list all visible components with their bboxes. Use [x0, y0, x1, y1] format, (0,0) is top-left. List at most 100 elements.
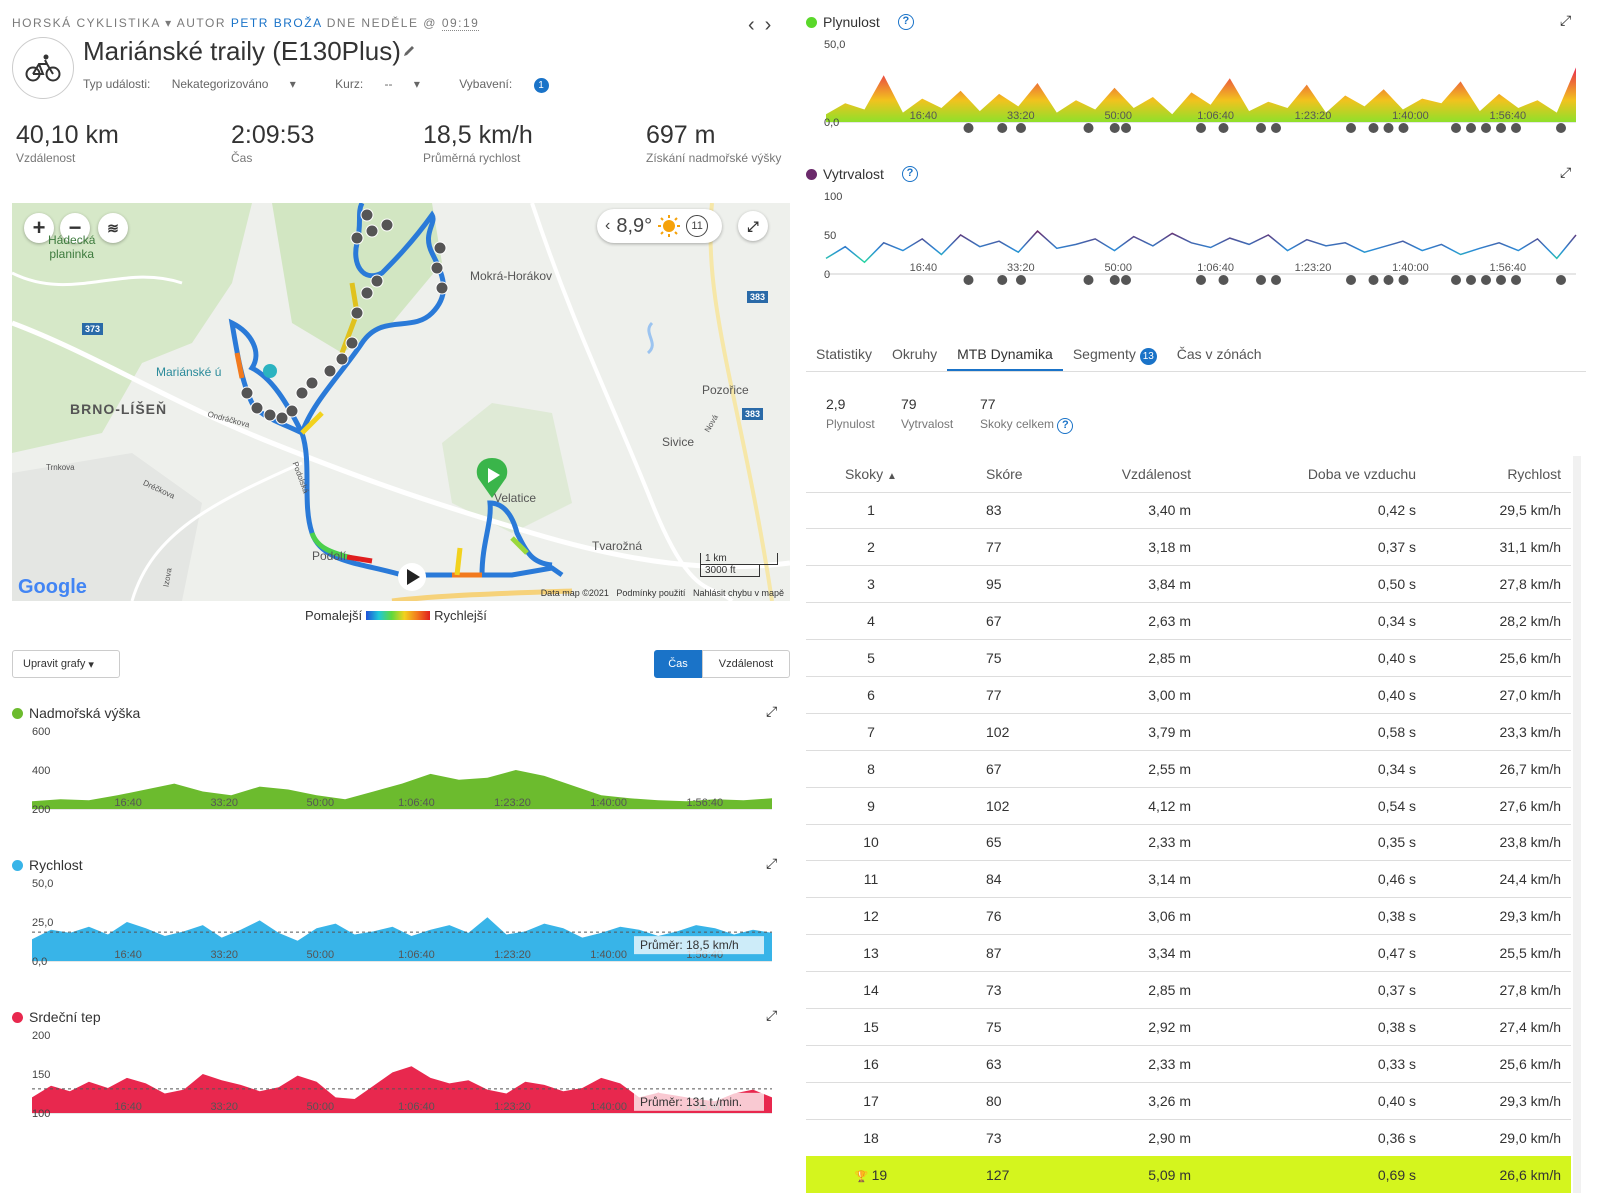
jump-marker[interactable] — [1121, 123, 1131, 133]
weather-widget[interactable]: ‹ 8,9° 11 — [597, 209, 722, 243]
tab-laps[interactable]: Okruhy — [882, 338, 947, 371]
flow-chart[interactable]: 50,0 0,0 16:40 33:20 50:00 1:06:40 1:23:20 1:40… — [806, 38, 1586, 138]
jump-marker[interactable] — [1368, 123, 1379, 133]
table-row[interactable]: 🏆 19 127 5,09 m 0,69 s 26,6 km/h — [806, 1155, 1571, 1193]
jump-marker[interactable] — [1016, 275, 1026, 285]
jump-marker[interactable] — [1451, 123, 1461, 133]
speed-chart[interactable]: 50,0 25,0 0,0 16:40 33:20 50:00 1:06:40 1:23:20… — [12, 877, 782, 977]
jump-marker[interactable] — [1556, 123, 1566, 133]
jump-marker[interactable] — [1398, 275, 1409, 285]
jump-marker[interactable] — [1256, 275, 1266, 285]
jump-marker[interactable] — [1083, 275, 1094, 285]
terms-link[interactable]: Podmínky použití — [616, 588, 686, 598]
jump-marker[interactable] — [1383, 123, 1394, 133]
table-row[interactable]: 6 77 3,00 m 0,40 s 27,0 km/h — [806, 675, 1571, 714]
tab-time-in-zones[interactable]: Čas v zónách — [1167, 338, 1272, 371]
table-row[interactable]: 10 65 2,33 m 0,35 s 23,8 km/h — [806, 823, 1571, 861]
expand-icon[interactable]: ⤢ — [766, 855, 778, 871]
column-header-hang-time[interactable]: Doba ve vzduchu — [1307, 465, 1416, 482]
axis-distance-button[interactable]: Vzdálenost — [702, 650, 790, 678]
chevron-left-icon[interactable]: ‹ — [605, 217, 611, 234]
help-icon[interactable]: ? — [1057, 418, 1074, 434]
tab-segments[interactable]: Segmenty 13 — [1063, 338, 1167, 371]
column-header-speed[interactable]: Rychlost — [1507, 465, 1561, 482]
jump-marker[interactable] — [1496, 123, 1506, 133]
tab-mtb-dynamics[interactable]: MTB Dynamika — [947, 338, 1063, 371]
jump-marker[interactable] — [1346, 123, 1356, 133]
expand-icon[interactable]: ⤢ — [1560, 12, 1572, 28]
jump-marker[interactable] — [1556, 275, 1566, 285]
table-row[interactable]: 4 67 2,63 m 0,34 s 28,2 km/h — [806, 602, 1571, 640]
jump-marker[interactable] — [963, 123, 974, 133]
layers-button[interactable]: ≋ — [98, 213, 128, 243]
table-row[interactable]: 8 67 2,55 m 0,34 s 26,7 km/h — [806, 749, 1571, 788]
jump-marker[interactable] — [1196, 123, 1206, 133]
jump-marker[interactable] — [1496, 275, 1506, 285]
table-row[interactable]: 17 80 3,26 m 0,40 s 29,3 km/h — [806, 1081, 1571, 1120]
expand-icon[interactable]: ⤢ — [1560, 164, 1572, 180]
chevron-right-icon[interactable]: › — [764, 14, 782, 36]
event-type[interactable]: Typ události: Nekategorizováno ▾ — [83, 77, 314, 91]
table-row[interactable]: 11 84 3,14 m 0,46 s 24,4 km/h — [806, 860, 1571, 898]
table-row[interactable]: 3 95 3,84 m 0,50 s 27,8 km/h — [806, 565, 1571, 603]
activity-title[interactable]: Mariánské traily (E130Plus) — [83, 36, 401, 66]
caret-down-icon[interactable]: ▾ — [165, 16, 173, 30]
activity-time[interactable]: 09:19 — [441, 16, 480, 31]
zoom-in-button[interactable]: + — [24, 213, 54, 243]
table-row[interactable]: 5 75 2,85 m 0,40 s 25,6 km/h — [806, 639, 1571, 677]
course[interactable]: Kurz: -- ▾ — [335, 77, 438, 91]
gear[interactable]: Vybavení: 1 — [459, 77, 566, 93]
jump-marker[interactable] — [1196, 275, 1206, 285]
jump-marker[interactable] — [1218, 275, 1229, 285]
activity-type[interactable]: HORSKÁ CYKLISTIKA — [12, 16, 161, 30]
table-row[interactable]: 1 83 3,40 m 0,42 s 29,5 km/h — [806, 491, 1571, 529]
jump-marker[interactable] — [1109, 123, 1120, 133]
jump-marker[interactable] — [1511, 123, 1521, 133]
author-link[interactable]: PETR BROŽA — [230, 16, 322, 30]
table-row[interactable]: 9 102 4,12 m 0,54 s 27,6 km/h — [806, 786, 1571, 825]
jump-marker[interactable] — [1398, 123, 1409, 133]
column-header-distance[interactable]: Vzdálenost — [1121, 465, 1191, 482]
jump-marker[interactable] — [1481, 275, 1491, 285]
table-scrollbar[interactable] — [1573, 456, 1581, 1193]
jump-marker[interactable] — [1466, 275, 1476, 285]
fullscreen-button[interactable]: ⤢ — [738, 211, 768, 241]
jump-marker[interactable] — [1083, 123, 1094, 133]
tab-statistics[interactable]: Statistiky — [806, 338, 882, 371]
help-icon[interactable]: ? — [901, 166, 918, 182]
jump-marker[interactable] — [1271, 275, 1281, 285]
jump-marker[interactable] — [1466, 123, 1476, 133]
jump-marker[interactable] — [1481, 123, 1491, 133]
jump-marker[interactable] — [1383, 275, 1394, 285]
route-map[interactable]: + − ≋ ‹ 8,9° 11 ⤢ Hádecká planinka Mokrá… — [12, 203, 790, 601]
jump-marker[interactable] — [963, 275, 974, 285]
column-header-score[interactable]: Skóre — [986, 465, 1023, 482]
elevation-chart[interactable]: 600 400 200 16:40 33:20 50:00 1:06:40 1:23:20 1:… — [12, 725, 782, 825]
table-row[interactable]: 13 87 3,34 m 0,47 s 25,5 km/h — [806, 934, 1571, 972]
jump-marker[interactable] — [1346, 275, 1356, 285]
grit-chart[interactable]: 100 50 0 16:40 33:20 50:00 1:06:40 1:23:20 1:40:… — [806, 190, 1586, 290]
jump-marker[interactable] — [1016, 123, 1026, 133]
heart-rate-chart[interactable]: 200 150 100 16:40 33:20 50:00 1:06:40 1:23:20 1:… — [12, 1029, 782, 1129]
jump-marker[interactable] — [997, 123, 1008, 133]
jump-marker[interactable] — [1109, 275, 1120, 285]
jump-marker[interactable] — [997, 275, 1008, 285]
jump-marker[interactable] — [1368, 275, 1379, 285]
chevron-left-icon[interactable]: ‹ — [748, 14, 765, 36]
table-row[interactable]: 2 77 3,18 m 0,37 s 31,1 km/h — [806, 528, 1571, 566]
zoom-out-button[interactable]: − — [60, 213, 90, 243]
column-header-jumps[interactable]: Skoky ▲ — [806, 456, 936, 492]
jump-marker[interactable] — [1218, 123, 1229, 133]
jump-marker[interactable] — [1451, 275, 1461, 285]
table-row[interactable]: 15 75 2,92 m 0,38 s 27,4 km/h — [806, 1007, 1571, 1046]
report-error-link[interactable]: Nahlásit chybu v mapě — [692, 588, 784, 598]
jump-marker[interactable] — [1511, 275, 1521, 285]
jump-marker[interactable] — [1271, 123, 1281, 133]
table-row[interactable]: 12 76 3,06 m 0,38 s 29,3 km/h — [806, 897, 1571, 935]
table-row[interactable]: 16 63 2,33 m 0,33 s 25,6 km/h — [806, 1044, 1571, 1083]
axis-time-button[interactable]: Čas — [654, 650, 702, 678]
table-row[interactable]: 7 102 3,79 m 0,58 s 23,3 km/h — [806, 712, 1571, 751]
edit-pencil-icon[interactable] — [402, 44, 416, 58]
edit-charts-button[interactable]: Upravit grafy ▾ — [12, 650, 120, 678]
jump-marker[interactable] — [1256, 123, 1266, 133]
